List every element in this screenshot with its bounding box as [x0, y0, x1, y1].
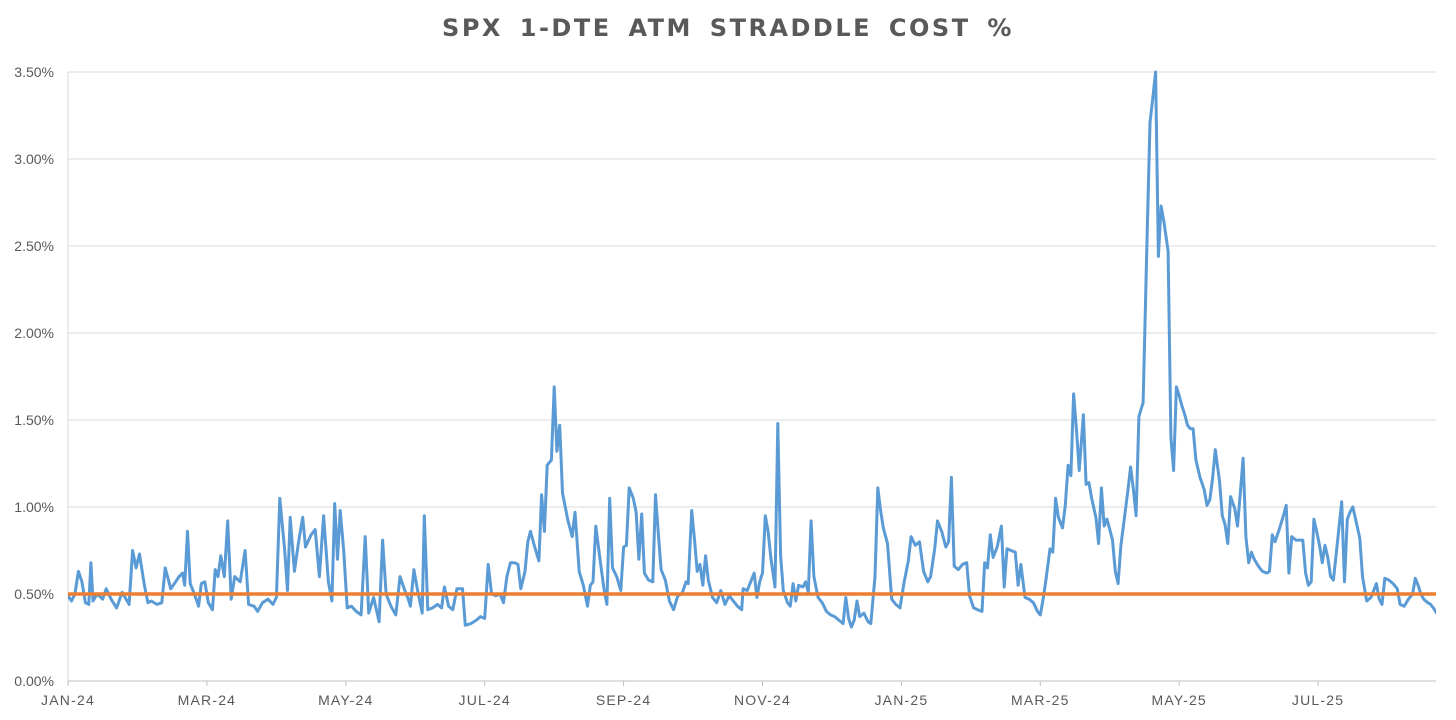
y-tick-label: 1.00%: [14, 499, 54, 515]
series: [68, 70, 1436, 629]
x-tick-label: JUL-24: [459, 692, 511, 708]
x-tick-label: MAR-25: [1011, 692, 1070, 708]
x-tick-label: MAY-25: [1151, 692, 1206, 708]
straddle-cost-line: [68, 70, 1436, 629]
y-tick-label: 3.50%: [14, 64, 54, 80]
x-tick-label: JUL-25: [1292, 692, 1344, 708]
chart-title: SPX 1-DTE ATM STRADDLE COST %: [442, 14, 1014, 42]
x-tick-label: JAN-24: [41, 692, 95, 708]
axes: [67, 72, 1436, 686]
x-tick-label: MAY-24: [318, 692, 373, 708]
x-tick-label: MAR-24: [178, 692, 237, 708]
x-tick-label: NOV-24: [734, 692, 791, 708]
y-tick-label: 2.50%: [14, 238, 54, 254]
y-tick-label: 1.50%: [14, 412, 54, 428]
y-tick-label: 2.00%: [14, 325, 54, 341]
y-tick-labels: 0.00% 0.50% 1.00% 1.50% 2.00% 2.50% 3.00% 3.50%: [14, 64, 54, 689]
x-tick-label: SEP-24: [596, 692, 651, 708]
y-tick-label: 0.00%: [14, 673, 54, 689]
y-tick-label: 0.50%: [14, 586, 54, 602]
x-tick-labels: JAN-24 MAR-24 MAY-24 JUL-24 SEP-24 NOV-24 JAN-…: [41, 692, 1344, 708]
x-tick-label: JAN-25: [874, 692, 928, 708]
y-tick-label: 3.00%: [14, 151, 54, 167]
